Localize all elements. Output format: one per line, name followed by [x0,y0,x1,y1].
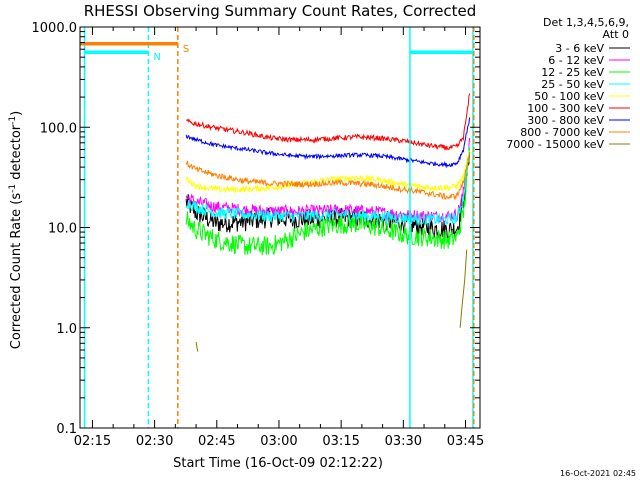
data-layer [83,27,475,428]
series-line-8 [195,249,468,352]
y-axis-label: Corrected Count Rate (s-1 detector-1) [8,111,24,349]
legend-label-0: 3 - 6 keV [555,42,604,55]
y-tick-label-0: 0.1 [56,422,77,437]
legend-label-7: 800 - 7000 keV [520,126,604,139]
x-tick-label-4: 03:15 [322,434,359,449]
flag-label-1: S [183,44,189,55]
x-tick-label-1: 02:30 [136,434,173,449]
x-tick-label-3: 03:00 [260,434,297,449]
x-tick-label-6: 03:45 [447,434,484,449]
legend-label-8: 7000 - 15000 keV [506,138,604,151]
x-tick-label-2: 02:45 [198,434,235,449]
y-tick-label-2: 10.0 [48,222,77,237]
legend-label-6: 300 - 800 keV [527,114,604,127]
legend-label-5: 100 - 300 keV [527,102,604,115]
series-line-1 [185,137,471,223]
legend-label-4: 50 - 100 keV [534,90,604,103]
axes-layer: 0.1 1.0 10.0 100.0 1000.0 02:15 02:30 02:45 03:0… [32,21,485,449]
y-tick-label-3: 100.0 [40,121,77,136]
legend-detectors: Det 1,3,4,5,6,9, [543,16,629,29]
series-line-5 [186,93,471,151]
legend-label-2: 12 - 25 keV [541,66,604,79]
flag-label-0: N [153,52,160,63]
x-tick-label-5: 03:30 [385,434,422,449]
generated-timestamp: 16-Oct-2021 02:45 [560,469,636,478]
legend-attenuator: Att 0 [603,28,629,41]
flags-layer: NS [80,42,473,63]
x-tick-label-0: 02:15 [74,434,111,449]
y-tick-label-1: 1.0 [56,322,77,337]
series-line-7 [185,153,471,201]
series-line-4 [185,149,470,195]
y-tick-label-4: 1000.0 [32,21,78,36]
legend-label-3: 25 - 50 keV [541,78,604,91]
chart-title: RHESSI Observing Summary Count Rates, Co… [84,2,477,20]
series-line-2 [185,147,471,256]
series-line-3 [185,145,470,226]
legend-label-1: 6 - 12 keV [548,54,604,67]
x-axis-label: Start Time (16-Oct-09 02:12:22) [173,456,383,471]
series-line-6 [185,117,471,169]
